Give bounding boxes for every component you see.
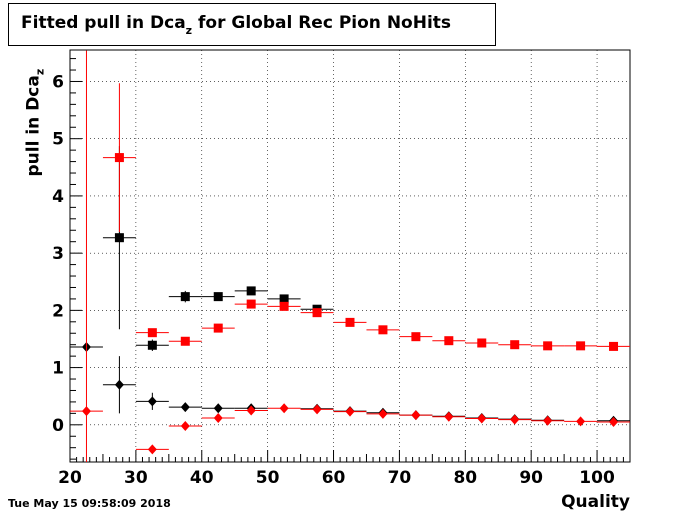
y-axis-label: pull in Dcaz (24, 57, 47, 177)
diamond-point (213, 403, 223, 414)
chart-title-subscript: z (185, 24, 193, 37)
square-point (312, 308, 322, 318)
x-axis-label: Quality (561, 492, 630, 512)
title-box: Fitted pull in Dcaz for Global Rec Pion … (8, 3, 496, 46)
diamond-point (81, 406, 91, 417)
x-tick-label: 30 (124, 468, 148, 488)
square-point (180, 336, 190, 346)
square-point (180, 292, 190, 302)
square-point (444, 336, 454, 346)
square-point (279, 301, 289, 311)
x-tick-label: 20 (58, 468, 82, 488)
diamond-point (246, 405, 256, 416)
square-point (609, 341, 619, 351)
chart-title: Fitted pull in Dcaz for Global Rec Pion … (21, 13, 451, 37)
square-point (114, 233, 124, 243)
y-tick-label: 0 (52, 416, 64, 436)
square-point (411, 332, 421, 342)
y-tick-label: 6 (52, 72, 64, 92)
x-tick-label: 100 (579, 468, 615, 488)
diamond-point (444, 411, 454, 422)
diamond-point (147, 444, 157, 455)
y-tick-label: 4 (52, 187, 64, 207)
diamond-point (543, 415, 553, 426)
y-axis-label-wrap: pull in Dcaz (10, 69, 47, 177)
y-axis-label-subscript: z (33, 68, 47, 76)
x-tick-label: 90 (519, 468, 543, 488)
square-point (378, 325, 388, 335)
diamond-point (312, 404, 322, 415)
plot-frame (69, 49, 631, 463)
x-tick-label: 80 (453, 468, 477, 488)
square-point (213, 323, 223, 333)
diamond-point (477, 413, 487, 424)
diamond-point (147, 396, 157, 407)
square-point (147, 328, 157, 338)
diamond-point (279, 403, 289, 414)
chart-title-suffix: for Global Rec Pion NoHits (192, 13, 452, 33)
y-tick-label: 5 (52, 130, 64, 150)
square-point (345, 317, 355, 327)
diamond-point (510, 414, 520, 425)
square-point (114, 153, 124, 163)
timestamp: Tue May 15 09:58:09 2018 (8, 497, 171, 510)
square-point (279, 294, 289, 304)
square-point (213, 292, 223, 302)
diamond-point (411, 410, 421, 421)
x-tick-label: 40 (190, 468, 214, 488)
diamond-point (345, 406, 355, 417)
x-tick-label: 70 (388, 468, 412, 488)
diamond-point (378, 408, 388, 419)
diamond-point (114, 379, 124, 390)
y-tick-label: 1 (52, 359, 64, 379)
square-point (246, 286, 256, 296)
square-point (477, 338, 487, 348)
chart-title-prefix: Fitted pull in Dca (21, 13, 186, 33)
diamond-point (180, 420, 190, 431)
square-point (576, 341, 586, 351)
y-tick-label: 3 (52, 244, 64, 264)
y-axis-label-text: pull in Dca (23, 75, 44, 177)
square-point (147, 340, 157, 350)
square-point (543, 341, 553, 351)
diamond-point (609, 416, 619, 427)
diamond-point (180, 402, 190, 413)
y-tick-label: 2 (52, 301, 64, 321)
x-tick-label: 50 (256, 468, 280, 488)
diamond-point (213, 412, 223, 423)
diamond-point (576, 416, 586, 427)
square-point (510, 340, 520, 350)
x-tick-label: 60 (322, 468, 346, 488)
square-point (246, 299, 256, 309)
